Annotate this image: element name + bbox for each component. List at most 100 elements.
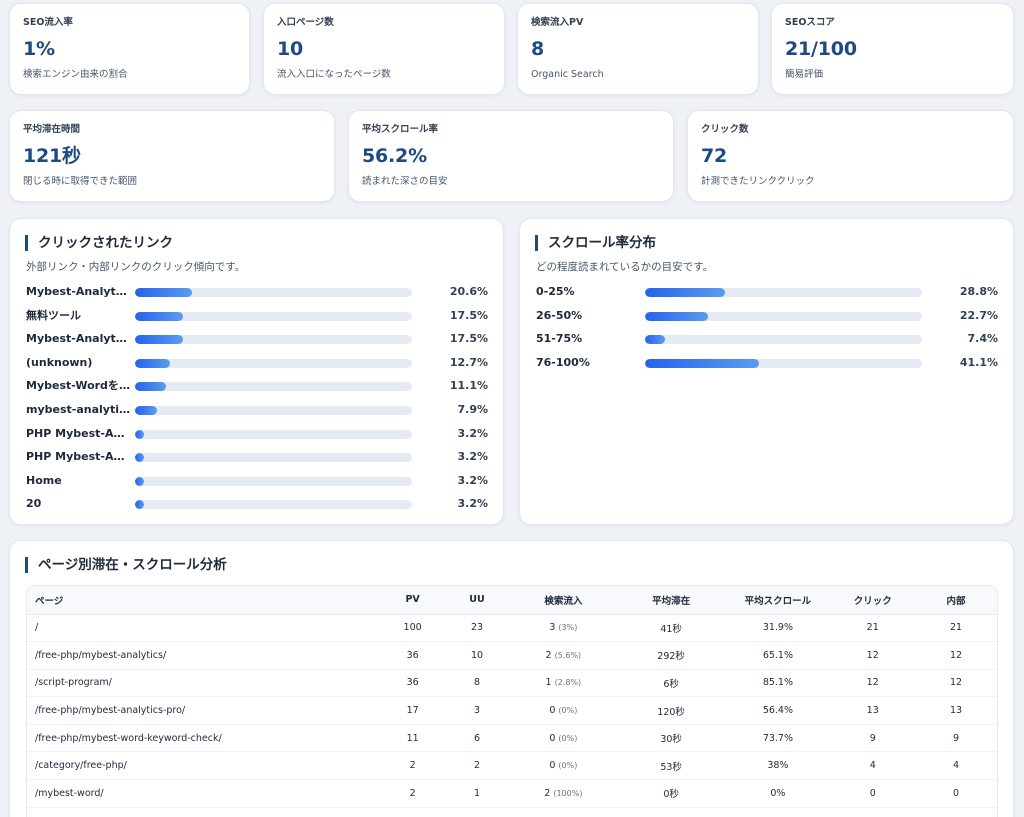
- cell-page[interactable]: /script-program/: [27, 669, 382, 698]
- bar-percent: 41.1%: [959, 355, 998, 369]
- search-percent: (5.6%): [554, 650, 582, 660]
- bar-fill: [135, 406, 157, 415]
- search-percent: (3%): [558, 623, 578, 633]
- search-count: 1: [545, 677, 552, 689]
- panel-title: ページ別滞在・スクロール分析: [25, 557, 227, 573]
- cell-page[interactable]: /free-php/mybest-word-keyword-check/: [27, 724, 382, 753]
- column-header-uu[interactable]: UU: [444, 586, 510, 615]
- cell-page[interactable]: /free-php/mybest-analytics/: [27, 641, 382, 670]
- cell-pv: 36: [381, 641, 445, 670]
- table-row[interactable]: /mybest-word/2 1 2 (100%) 0秒 0% 0 0: [27, 779, 997, 808]
- stat-label: クリック数: [701, 124, 749, 135]
- stat-card-seo-rate: SEO流入率 1% 検索エンジン由来の割合: [9, 3, 250, 95]
- bar-track: [135, 288, 412, 297]
- cell-pv: 100: [381, 614, 445, 643]
- column-header-dwell[interactable]: 平均滞在: [616, 586, 726, 615]
- bar-label: Mybest-Wordをダウンロード: [26, 379, 130, 393]
- bar-track: [135, 311, 412, 321]
- stat-note: 読まれた深さの目安: [362, 176, 448, 187]
- bar-fill: [135, 335, 184, 345]
- bar-percent: 7.9%: [457, 403, 488, 416]
- cell-dwell: 53秒: [616, 751, 726, 781]
- stat-note: Organic Search: [531, 69, 604, 80]
- table-row[interactable]: /script-program/36 8 1 (2.8%) 6秒 85.1% 12 12: [27, 669, 997, 698]
- bar-label: Home: [26, 473, 62, 487]
- bar-row: 51-75% 7.4%: [536, 331, 998, 347]
- cell-dwell: 41秒: [616, 614, 726, 643]
- table-row[interactable]: /free-php/mybest-analytics-pro/17 3 0 (0%)…: [27, 696, 997, 725]
- bar-label: 0-25%: [536, 285, 575, 298]
- bar-row: Mybest-Analytics PRO 20.6%: [26, 284, 488, 300]
- bar-fill: [645, 335, 666, 345]
- cell-search: 2 (5.6%): [509, 641, 617, 670]
- table-row[interactable]: /free-php/mybest-analytics/36 10 2 (5.6%) 2…: [27, 641, 997, 670]
- cell-click: 21: [830, 614, 916, 643]
- stat-card-avg-dwell: 平均滞在時間 121秒 閉じる時に取得できた範囲: [9, 110, 335, 202]
- cell-scroll: 38%: [725, 751, 831, 781]
- stat-note: 検索エンジン由来の割合: [23, 69, 128, 80]
- bar-fill: [135, 358, 171, 368]
- cell-search: 1 (2.8%): [509, 669, 617, 698]
- cell-click: 12: [830, 669, 916, 698]
- bar-row: Mybest-Wordをダウンロード 11.1%: [26, 378, 488, 394]
- panel-subtitle: どの程度読まれているかの目安です。: [536, 261, 714, 273]
- column-header-internal[interactable]: 内部: [915, 586, 997, 615]
- cell-uu: 2: [444, 751, 510, 781]
- stat-note: 計測できたリンククリック: [701, 176, 815, 187]
- stat-label: 平均滞在時間: [23, 124, 81, 135]
- column-header-scroll[interactable]: 平均スクロール: [725, 586, 831, 615]
- cell-scroll: 31.9%: [725, 614, 831, 643]
- bar-row: PHP Mybest-Analytics PRO 3.2%: [26, 449, 488, 465]
- search-count: 3: [549, 622, 556, 634]
- cell-dwell: 292秒: [616, 641, 726, 670]
- cell-internal: 12: [915, 669, 997, 698]
- cell-search: 3 (3%): [509, 614, 617, 643]
- stat-label: SEO流入率: [23, 17, 73, 28]
- cell-click: 13: [830, 696, 916, 725]
- bar-fill: [135, 500, 144, 510]
- stat-value: 21/100: [785, 38, 857, 60]
- bar-row: Mybest-Analytics 17.5%: [26, 331, 488, 347]
- cell-dwell: 0秒: [616, 779, 726, 808]
- table-row[interactable]: /category/free-php/2 2 0 (0%) 53秒 38% 4 4: [27, 751, 997, 781]
- stat-note: 簡易評価: [785, 69, 824, 80]
- column-header-search[interactable]: 検索流入: [509, 586, 617, 615]
- bar-track: [135, 429, 412, 439]
- cell-uu: 6: [444, 724, 510, 753]
- cell-pv: 2: [381, 779, 445, 808]
- cell-internal: 21: [915, 614, 997, 643]
- column-header-pv[interactable]: PV: [381, 586, 445, 615]
- bar-percent: 7.4%: [967, 332, 998, 346]
- bar-percent: 3.2%: [457, 473, 488, 487]
- search-count: 0: [549, 732, 556, 744]
- stat-value: 8: [531, 38, 545, 60]
- cell-dwell: 6秒: [616, 669, 726, 698]
- bar-percent: 12.7%: [449, 355, 488, 369]
- search-percent: (0%): [558, 761, 578, 771]
- stat-note: 閉じる時に取得できた範囲: [23, 176, 138, 187]
- stat-label: SEOスコア: [785, 17, 835, 28]
- bar-label: 無料ツール: [26, 308, 81, 322]
- cell-page[interactable]: /mybest-word/: [27, 779, 382, 808]
- cell-page[interactable]: /free-php/mybest-analytics-pro/: [27, 696, 382, 725]
- table-row[interactable]: /100 23 3 (3%) 41秒 31.9% 21 21: [27, 614, 997, 643]
- page-analysis-table: ページ PV UU 検索流入 平均滞在 平均スクロール クリック 内部 /100…: [27, 586, 997, 808]
- search-percent: (0%): [558, 733, 578, 743]
- cell-page[interactable]: /: [27, 614, 382, 643]
- bar-label: 51-75%: [536, 332, 583, 346]
- bar-label: mybest-analytics: [26, 403, 130, 416]
- clicked-links-panel: クリックされたリンク 外部リンク・内部リンクのクリック傾向です。 Mybest-…: [9, 218, 504, 525]
- cell-page[interactable]: /category/free-php/: [27, 751, 382, 781]
- cell-uu: 23: [444, 614, 510, 643]
- bar-row: PHP Mybest-Analytics 3.2%: [26, 426, 488, 442]
- stat-note: 流入入口になったページ数: [277, 69, 391, 80]
- stat-card-search-pv: 検索流入PV 8 Organic Search: [517, 3, 759, 95]
- bar-track: [135, 453, 412, 463]
- bar-track: [135, 406, 412, 415]
- table-row[interactable]: /free-php/mybest-word-keyword-check/11 6 0…: [27, 724, 997, 753]
- column-header-click[interactable]: クリック: [830, 586, 916, 615]
- bar-row: mybest-analytics 7.9%: [26, 402, 488, 418]
- bar-track: [135, 476, 412, 486]
- column-header-page[interactable]: ページ: [27, 586, 382, 615]
- search-count: 2: [545, 649, 552, 661]
